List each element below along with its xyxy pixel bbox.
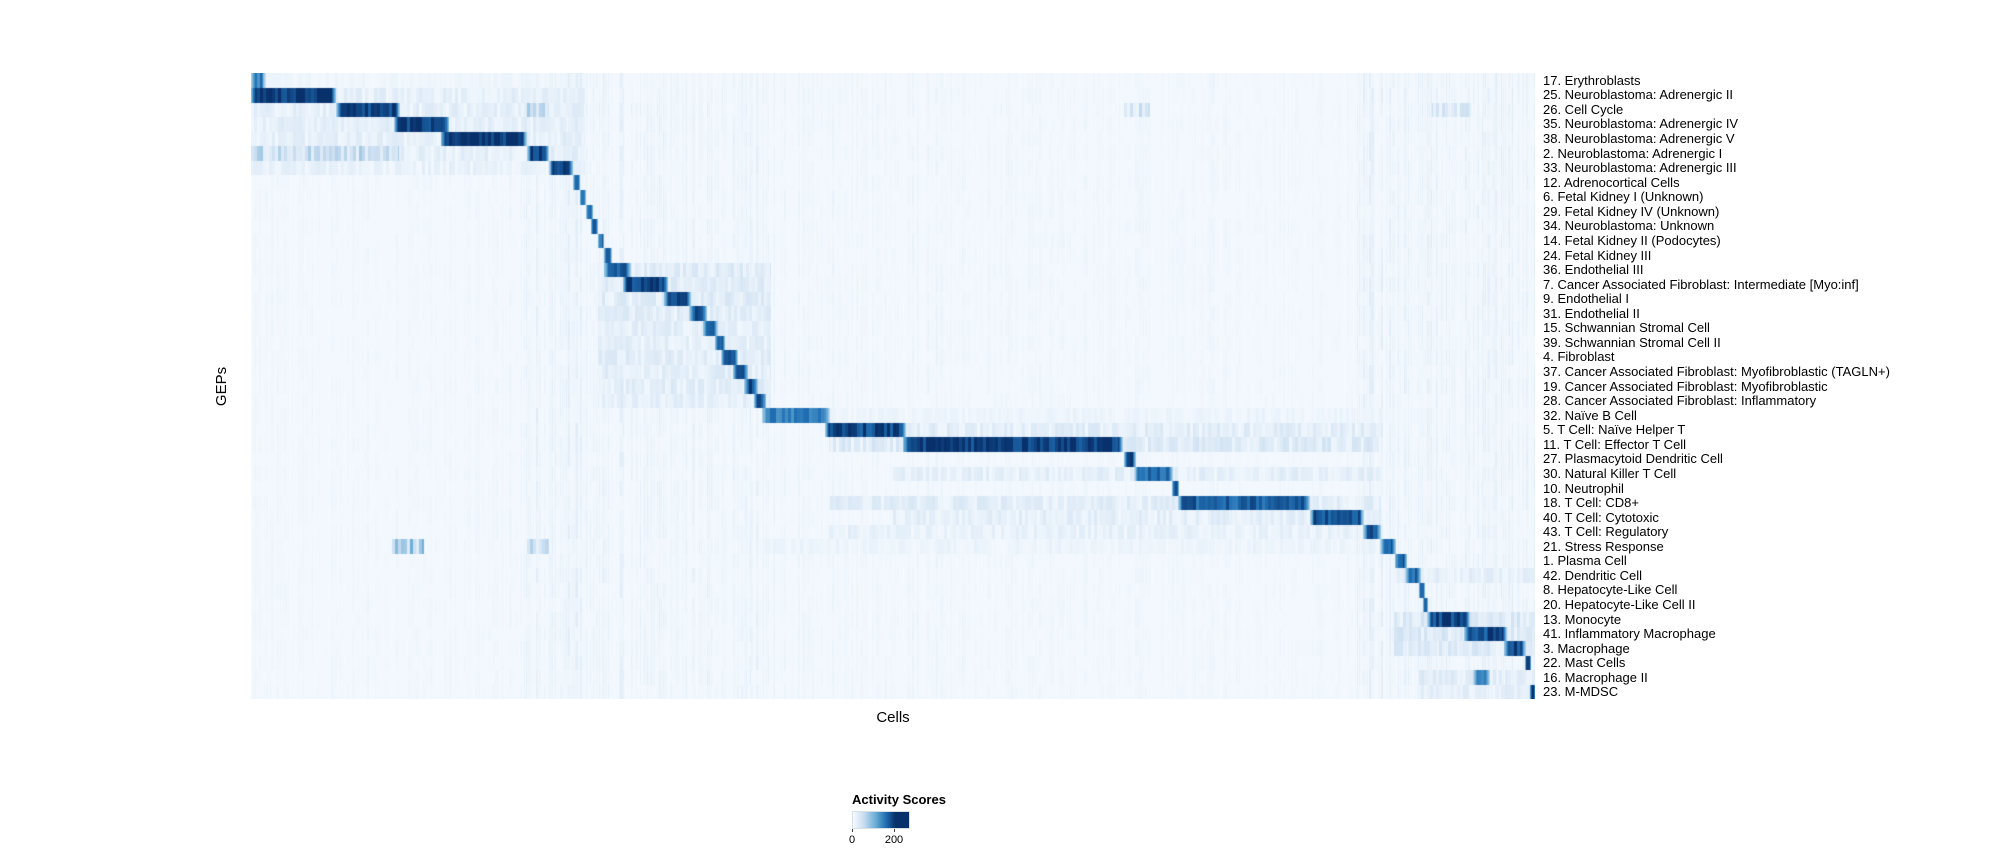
legend-tickmark-min xyxy=(852,829,853,832)
gep-label: 41. Inflammatory Macrophage xyxy=(1543,626,1716,642)
gep-label: 35. Neuroblastoma: Adrenergic IV xyxy=(1543,116,1739,132)
gep-label: 1. Plasma Cell xyxy=(1543,553,1627,569)
gep-label: 5. T Cell: Naïve Helper T xyxy=(1543,422,1686,438)
colorbar-legend: Activity Scores 0 200 xyxy=(848,792,1012,848)
legend-tick-min: 0 xyxy=(848,834,856,846)
gep-label: 6. Fetal Kidney I (Unknown) xyxy=(1543,189,1704,205)
legend-tick-max: 200 xyxy=(884,834,904,846)
gep-label: 29. Fetal Kidney IV (Unknown) xyxy=(1543,203,1720,219)
gep-label: 16. Macrophage II xyxy=(1543,669,1648,685)
gep-label: 20. Hepatocyte-Like Cell II xyxy=(1543,597,1696,613)
gep-label: 25. Neuroblastoma: Adrenergic II xyxy=(1543,87,1734,103)
gep-label: 27. Plasmacytoid Dendritic Cell xyxy=(1543,451,1723,467)
legend-gradient-bar xyxy=(852,811,910,829)
legend-title: Activity Scores xyxy=(852,792,946,807)
gep-label: 14. Fetal Kidney II (Podocytes) xyxy=(1543,232,1721,248)
legend-ticks: 0 200 xyxy=(848,829,908,848)
gep-label: 12. Adrenocortical Cells xyxy=(1543,174,1680,190)
gep-label: 15. Schwannian Stromal Cell xyxy=(1543,320,1710,336)
gep-label: 3. Macrophage xyxy=(1543,640,1630,656)
gep-label: 43. T Cell: Regulatory xyxy=(1543,524,1669,540)
gep-label: 36. Endothelial III xyxy=(1543,262,1644,278)
gep-label: 17. Erythroblasts xyxy=(1543,72,1641,88)
gep-label: 40. T Cell: Cytotoxic xyxy=(1543,509,1659,525)
gep-label: 10. Neutrophil xyxy=(1543,480,1624,496)
gep-label: 13. Monocyte xyxy=(1543,611,1622,627)
gep-label: 11. T Cell: Effector T Cell xyxy=(1543,436,1687,452)
heatmap-plot-area xyxy=(251,73,1535,699)
y-axis-label: GEPs xyxy=(210,73,234,699)
gep-label: 42. Dendritic Cell xyxy=(1543,567,1642,583)
legend-tickmark-max xyxy=(894,829,895,832)
gep-label: 9. Endothelial I xyxy=(1543,291,1630,307)
gep-label: 39. Schwannian Stromal Cell II xyxy=(1543,334,1721,350)
gep-label: 34. Neuroblastoma: Unknown xyxy=(1543,218,1715,234)
gep-label: 7. Cancer Associated Fibroblast: Interme… xyxy=(1543,276,1859,292)
gep-label: 28. Cancer Associated Fibroblast: Inflam… xyxy=(1543,393,1817,409)
gep-label: 22. Mast Cells xyxy=(1543,655,1626,671)
y-axis-label-text: GEPs xyxy=(213,366,231,406)
gep-label: 31. Endothelial II xyxy=(1543,305,1640,321)
gep-label: 24. Fetal Kidney III xyxy=(1543,247,1652,263)
heatmap-canvas xyxy=(251,73,1535,699)
gep-label: 8. Hepatocyte-Like Cell xyxy=(1543,582,1678,598)
gep-label: 23. M-MDSC xyxy=(1543,684,1619,700)
gep-label: 18. T Cell: CD8+ xyxy=(1543,495,1639,511)
gep-label: 19. Cancer Associated Fibroblast: Myofib… xyxy=(1543,378,1828,394)
gep-label: 4. Fibroblast xyxy=(1543,349,1615,365)
gep-label: 38. Neuroblastoma: Adrenergic V xyxy=(1543,131,1735,147)
gep-label: 30. Natural Killer T Cell xyxy=(1543,465,1677,481)
gep-labels: 17. Erythroblasts 25. Neuroblastoma: Adre… xyxy=(1543,73,2003,699)
gep-label: 21. Stress Response xyxy=(1543,538,1664,554)
x-axis-label: Cells xyxy=(876,709,910,726)
gep-label: 26. Cell Cycle xyxy=(1543,101,1624,117)
gep-label: 37. Cancer Associated Fibroblast: Myofib… xyxy=(1543,364,1890,380)
gep-label: 2. Neuroblastoma: Adrenergic I xyxy=(1543,145,1723,161)
gep-label: 33. Neuroblastoma: Adrenergic III xyxy=(1543,160,1737,176)
gep-label: 32. Naïve B Cell xyxy=(1543,407,1637,423)
